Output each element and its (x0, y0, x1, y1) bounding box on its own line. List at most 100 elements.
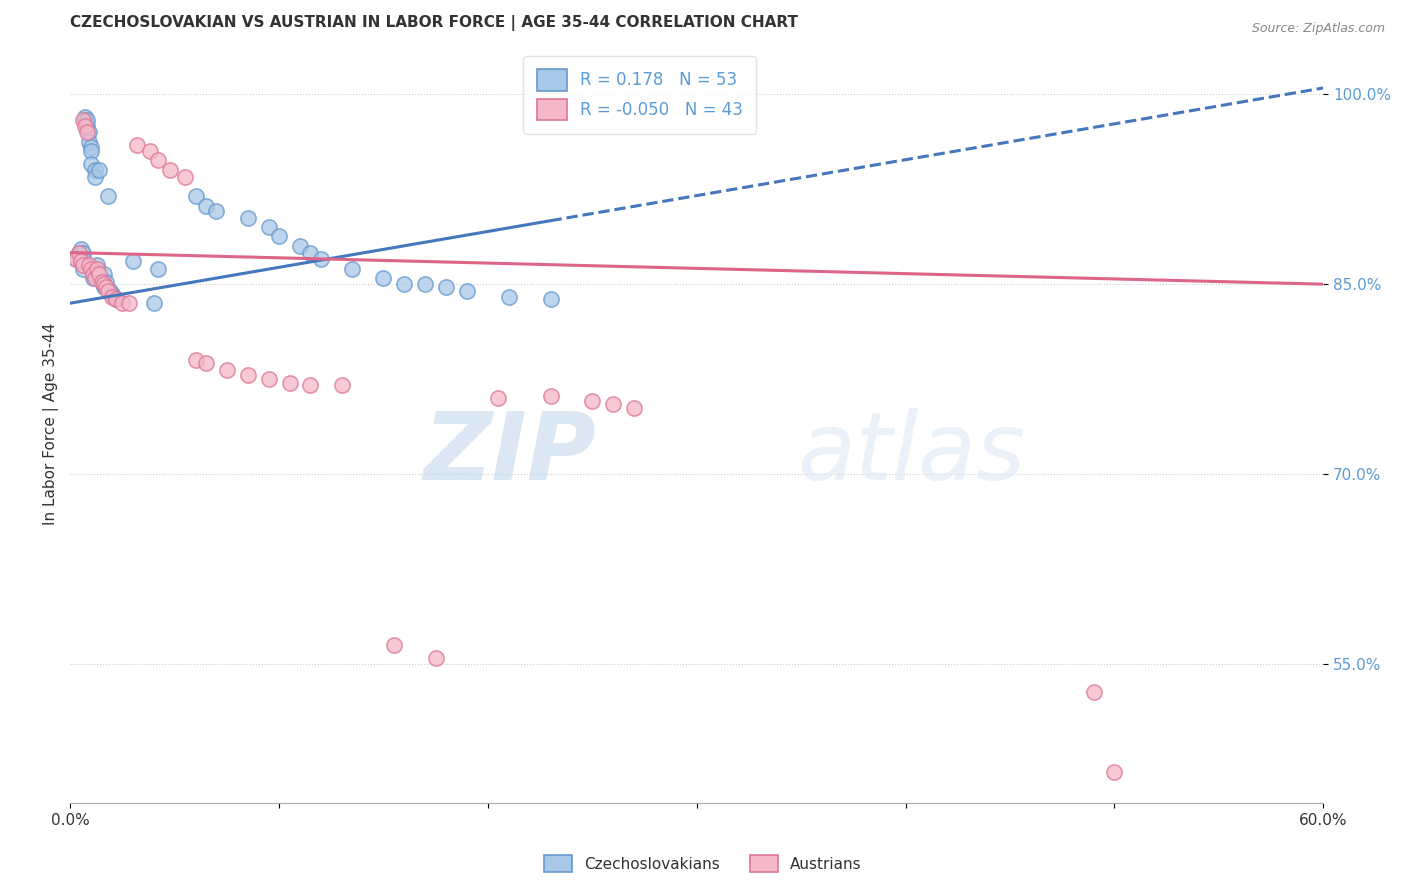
Point (69, 254, 91, 268)
Point (97, 284, 120, 298)
Point (581, 393, 603, 408)
Point (373, 271, 395, 285)
Point (93, 279, 115, 293)
Point (72, 262, 94, 277)
Point (89, 271, 111, 285)
Point (98, 284, 121, 298)
Point (72, 112, 94, 127)
Point (69, 254, 91, 268)
Point (94, 279, 117, 293)
Point (80, 140, 103, 154)
Point (486, 391, 509, 405)
Point (97, 188, 120, 202)
Point (105, 293, 128, 307)
Point (84, 271, 107, 285)
Point (80, 145, 103, 159)
Point (105, 293, 128, 307)
Point (278, 376, 301, 390)
Point (623, 401, 645, 416)
Point (125, 137, 148, 152)
Point (1083, 685, 1105, 699)
Point (84, 169, 107, 184)
Point (77, 136, 100, 150)
Point (236, 368, 259, 383)
Text: ZIP: ZIP (423, 408, 596, 500)
Point (236, 211, 259, 226)
Point (86, 264, 108, 278)
Point (602, 397, 624, 411)
Point (94, 275, 117, 289)
Point (394, 277, 416, 292)
Point (456, 284, 478, 298)
Point (413, 277, 436, 292)
Point (76, 125, 98, 139)
Point (288, 239, 311, 253)
Point (103, 290, 125, 304)
Text: atlas: atlas (797, 409, 1025, 500)
Point (69, 242, 91, 256)
Point (101, 287, 124, 301)
Legend: Czechoslovakians, Austrians: Czechoslovakians, Austrians (537, 847, 869, 880)
Point (299, 378, 322, 392)
Point (111, 296, 134, 310)
Legend: R = 0.178   N = 53, R = -0.050   N = 43: R = 0.178 N = 53, R = -0.050 N = 43 (523, 56, 756, 134)
Point (90, 275, 112, 289)
Point (73, 119, 96, 133)
Point (101, 290, 124, 304)
Point (434, 279, 457, 293)
Point (89, 163, 111, 178)
Point (498, 290, 520, 304)
Point (425, 650, 447, 665)
Point (77, 125, 100, 139)
Point (267, 229, 290, 244)
Point (257, 372, 280, 386)
Point (122, 254, 145, 268)
Point (73, 112, 96, 127)
Point (67, 245, 90, 260)
Point (65, 252, 87, 266)
Text: Source: ZipAtlas.com: Source: ZipAtlas.com (1251, 22, 1385, 36)
Point (90, 275, 112, 289)
Point (89, 267, 111, 281)
Point (82, 267, 104, 281)
Point (215, 363, 238, 377)
Point (184, 188, 207, 202)
Point (77, 258, 100, 272)
Point (72, 245, 94, 260)
Point (340, 262, 363, 277)
Point (174, 169, 197, 184)
Point (540, 293, 562, 307)
Point (118, 296, 141, 310)
Point (330, 378, 353, 392)
Point (82, 271, 104, 285)
Point (205, 203, 228, 218)
Point (86, 258, 108, 272)
Point (194, 356, 217, 370)
Point (93, 267, 115, 281)
Point (299, 245, 322, 260)
Point (84, 163, 107, 178)
Point (146, 262, 169, 277)
Y-axis label: In Labor Force | Age 35-44: In Labor Force | Age 35-44 (44, 322, 59, 524)
Point (184, 353, 207, 368)
Point (1104, 764, 1126, 779)
Point (142, 296, 165, 310)
Point (73, 110, 96, 124)
Point (82, 262, 104, 277)
Point (72, 258, 94, 272)
Point (76, 119, 98, 133)
Point (309, 252, 332, 266)
Point (80, 262, 103, 277)
Point (382, 638, 405, 652)
Point (72, 252, 94, 266)
Point (159, 163, 181, 178)
Point (65, 252, 87, 266)
Point (138, 145, 160, 159)
Point (257, 220, 280, 235)
Point (76, 112, 98, 127)
Point (67, 245, 90, 260)
Point (540, 388, 562, 402)
Point (80, 157, 103, 171)
Point (86, 262, 108, 277)
Point (146, 153, 169, 168)
